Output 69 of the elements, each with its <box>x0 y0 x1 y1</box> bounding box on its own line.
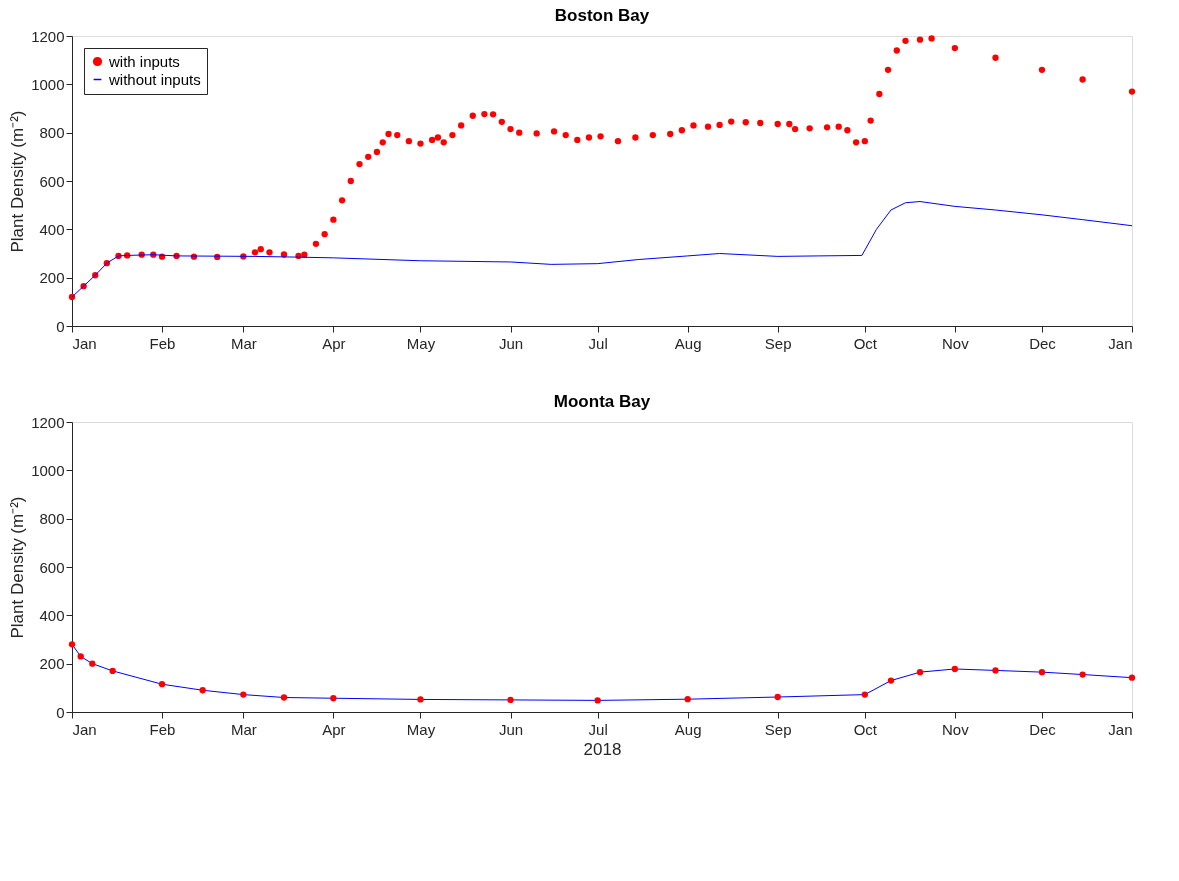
x-tick-label: Jan <box>1108 720 1133 738</box>
point <box>158 681 166 688</box>
point <box>330 695 337 702</box>
x-tick-label: Oct <box>853 334 878 352</box>
x-tick-label: Aug <box>674 334 702 352</box>
x-tick-label: Sep <box>764 720 792 738</box>
x-tick-label: Feb <box>149 720 176 738</box>
y-tick-label: 600 <box>39 172 65 190</box>
x-tick-label: Jul <box>588 720 608 738</box>
point <box>916 668 924 676</box>
x-tick-label: May <box>406 334 436 352</box>
legend-label: without inputs <box>108 70 201 88</box>
y-tick-label: 600 <box>39 558 65 576</box>
x-tick-label: Mar <box>230 334 257 352</box>
x-tick-label: Mar <box>230 720 257 738</box>
point <box>887 677 895 684</box>
point <box>77 653 84 660</box>
y-tick-label: 1200 <box>31 27 65 45</box>
point <box>199 687 206 694</box>
point <box>109 667 116 675</box>
y-tick-label: 800 <box>39 124 65 142</box>
y-tick-label: 0 <box>56 703 65 721</box>
x-tick-label: Apr <box>322 720 346 738</box>
y-axis-title: Plant Density (m⁻²) <box>8 110 28 253</box>
y-tick-label: 200 <box>39 269 65 287</box>
y-tick-label: 1000 <box>31 461 65 479</box>
y-tick-label: 1000 <box>31 75 65 93</box>
legend-label: with inputs <box>108 52 180 70</box>
y-tick-label: 400 <box>39 606 65 624</box>
x-tick-label: Dec <box>1029 334 1057 352</box>
x-tick-label: Apr <box>322 334 346 352</box>
x-tick-label: May <box>406 720 436 738</box>
chart-title: Boston Bay <box>554 6 650 25</box>
y-tick-label: 1200 <box>31 413 65 431</box>
point <box>240 691 247 698</box>
x-tick-label: Jan <box>72 720 97 738</box>
y-tick-label: 400 <box>39 220 65 238</box>
point <box>774 693 781 701</box>
x-tick-label: Jan <box>1108 334 1133 352</box>
point <box>951 665 959 673</box>
point <box>280 694 288 701</box>
chart-title: Moonta Bay <box>553 392 651 411</box>
x-tick-label: Jan <box>72 334 97 352</box>
x-tick-label: Feb <box>149 334 176 352</box>
y-tick-label: 0 <box>56 317 65 335</box>
x-tick-label: Jun <box>498 720 524 738</box>
y-tick-label: 800 <box>39 510 65 528</box>
x-axis-title: 2018 <box>583 739 622 759</box>
x-tick-label: Dec <box>1029 720 1057 738</box>
point <box>594 697 601 704</box>
point <box>1079 671 1086 678</box>
x-tick-label: Oct <box>853 720 878 738</box>
point <box>861 691 868 698</box>
point <box>1128 674 1136 681</box>
point <box>992 667 999 674</box>
x-tick-label: Jun <box>498 334 524 352</box>
point <box>417 696 424 703</box>
point <box>68 641 76 648</box>
point <box>89 660 96 667</box>
x-tick-label: Jul <box>588 334 608 352</box>
x-tick-label: Nov <box>942 334 970 352</box>
y-tick-label: 200 <box>39 655 65 673</box>
point <box>1038 668 1046 676</box>
y-axis-title: Plant Density (m⁻²) <box>8 496 28 639</box>
point <box>507 696 514 704</box>
x-tick-label: Aug <box>674 720 702 738</box>
point <box>684 696 691 703</box>
x-tick-label: Sep <box>764 334 792 352</box>
x-tick-label: Nov <box>942 720 970 738</box>
